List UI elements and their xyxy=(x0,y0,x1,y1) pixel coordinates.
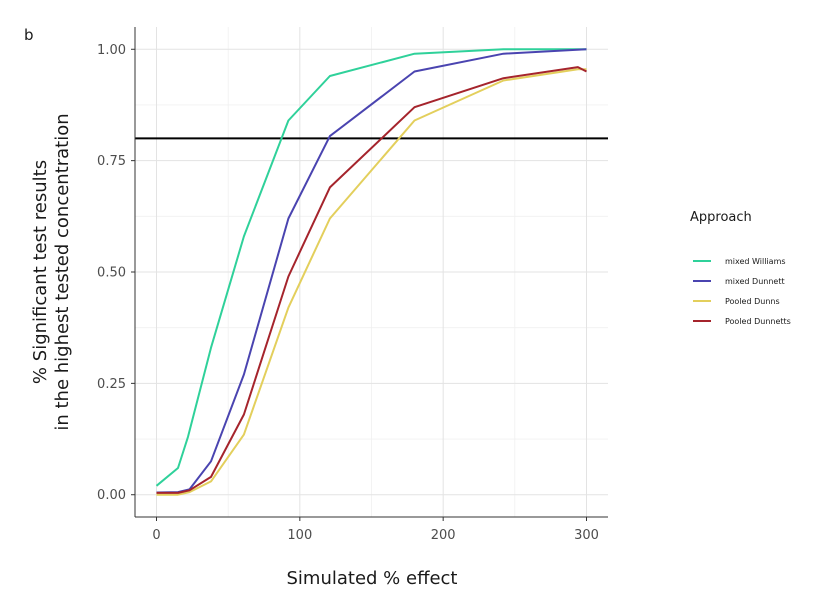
legend-item-mixed-dunnett-label: mixed Dunnett xyxy=(725,277,785,286)
x-tick-label: 100 xyxy=(287,528,312,543)
series-line-mixed-williams xyxy=(155,48,587,487)
legend-item-pooled-dunnetts-label: Pooled Dunnetts xyxy=(725,317,791,326)
y-tick-label: 0.25 xyxy=(97,377,126,392)
legend-item-pooled-dunns-label: Pooled Dunns xyxy=(725,297,780,306)
x-tick-label: 0 xyxy=(152,528,160,543)
series-line-pooled-dunns xyxy=(156,68,587,496)
panel-label: b xyxy=(24,26,34,44)
legend-title: Approach xyxy=(690,210,752,225)
x-tick-label: 300 xyxy=(574,528,599,543)
y-tick-label: 0.50 xyxy=(97,266,126,281)
legend: Approach mixed Williams mixed Dunnett Pool… xyxy=(690,210,791,326)
y-axis-title-line-2: in the highest tested concentration xyxy=(52,113,73,430)
series-line-pooled-dunnetts xyxy=(156,66,587,494)
legend-item-mixed-williams-label: mixed Williams xyxy=(725,257,786,266)
y-tick-label: 1.00 xyxy=(97,43,126,58)
tick-labels: 0 100 200 300 0.00 0.25 0.50 0.75 1.00 xyxy=(97,43,599,543)
series-group xyxy=(155,48,587,496)
y-tick-label: 0.75 xyxy=(97,154,126,169)
y-tick-label: 0.00 xyxy=(97,488,126,503)
y-axis-title-line-1: % Significant test results xyxy=(30,160,51,384)
grid xyxy=(135,27,608,517)
x-axis-title: Simulated % effect xyxy=(286,568,457,589)
legend-items: mixed Williams mixed Dunnett Pooled Dunns P… xyxy=(693,257,791,326)
x-tick-label: 200 xyxy=(431,528,456,543)
